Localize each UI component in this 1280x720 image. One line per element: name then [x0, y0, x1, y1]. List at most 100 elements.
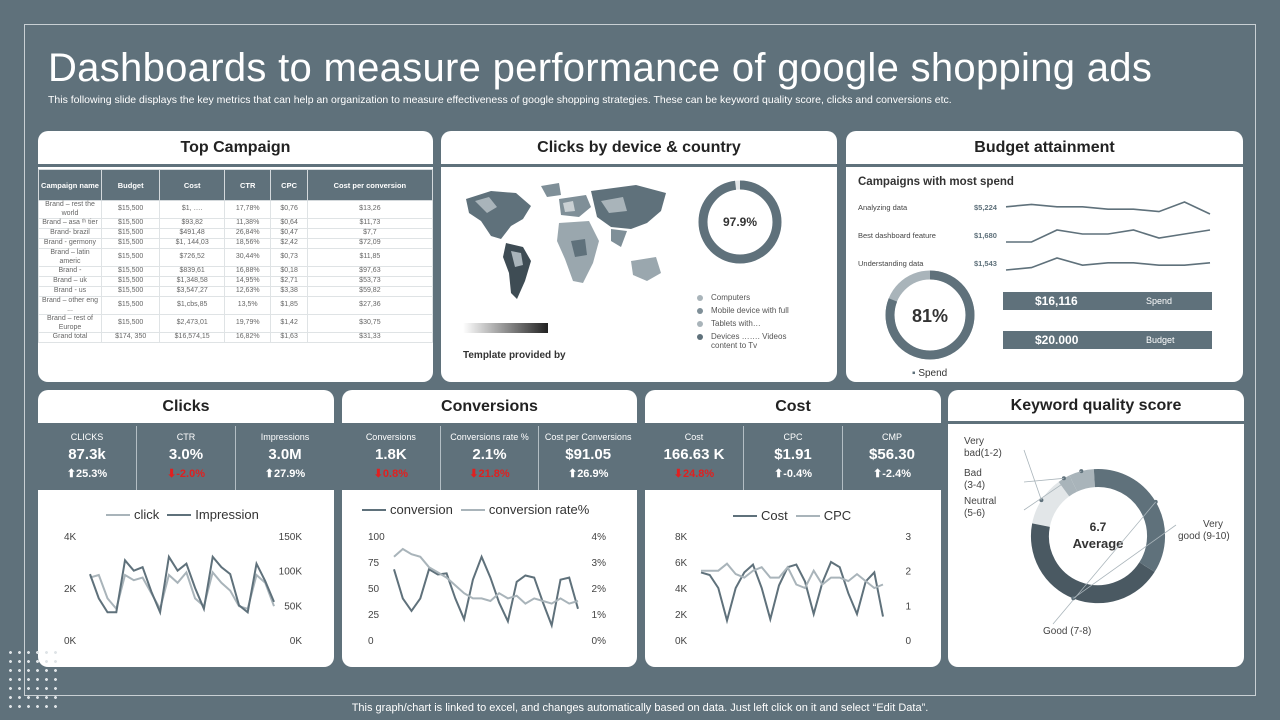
table-cell: 30,44%: [223, 248, 272, 267]
metric-delta: 27.9%: [274, 468, 306, 480]
metric-delta: 21.8%: [478, 468, 510, 480]
table-cell: Brand- brazil: [38, 228, 102, 239]
table-cell: 11,38%: [223, 218, 272, 229]
table-cell: $15,500: [100, 296, 161, 315]
table-row: Brand – other eng ... $15,500 $1,cbs,85 13,…: [38, 296, 433, 315]
spend-donut-value: 81%: [912, 306, 948, 326]
column-header: Cost: [159, 169, 225, 201]
metric-value: 2.1%: [472, 446, 507, 463]
table-cell: $1, 144,03: [159, 238, 225, 249]
device-donut: 97.9%: [698, 180, 782, 264]
metric-value: 3.0%: [168, 446, 204, 463]
keyword-label-bad-3-4: Bad (3-4): [964, 468, 985, 491]
legend-impression: Impression: [195, 507, 259, 522]
legend-cpc: CPC: [823, 508, 852, 523]
metric-delta: -2.0%: [176, 468, 205, 480]
y-left-tick: 4K: [675, 584, 688, 595]
top-campaign-heading: Top Campaign: [38, 131, 433, 167]
top-campaign-card: Top Campaign Campaign name Budget Cost CTR C…: [38, 131, 433, 382]
table-cell: 19,79%: [223, 314, 272, 333]
table-row: Brand – rest of Europe $15,500 $2,473,01 19…: [38, 314, 433, 333]
budget-item-value: $1,543: [974, 259, 997, 268]
arrow-up-icon: ⬆: [66, 468, 76, 480]
metric-label: CTR: [176, 432, 196, 442]
cost-metrics: Cost 166.63 K ⬇24.8% CPC $1.91 ⬆-0.4% CMP $56.3…: [645, 426, 941, 490]
world-map: [466, 183, 666, 299]
table-cell: $15,500: [100, 314, 161, 333]
table-cell: $2,71: [270, 276, 308, 287]
metric-delta: -0.4%: [783, 468, 812, 480]
device-donut-value: 97.9%: [723, 215, 757, 229]
table-row: Brand - germony $15,500 $1, 144,03 18,56% $2…: [38, 238, 433, 249]
cost-line-chart: 8K 6K 4K 2K 0K 3 2 1 0: [675, 532, 911, 647]
y-left-tick: 100: [368, 532, 385, 543]
y-right-tick: 4%: [592, 532, 606, 543]
column-header: CTR: [223, 169, 272, 201]
y-left-tick: 2K: [64, 584, 77, 595]
table-cell: $30,75: [306, 314, 433, 333]
legend-cost: Cost: [761, 508, 788, 523]
budget-card: Budget attainment Campaigns with most sp…: [846, 131, 1243, 382]
metric-value: $1.91: [774, 446, 812, 463]
table-cell: $11,73: [306, 218, 433, 229]
table-cell: Grand total: [38, 332, 102, 343]
metric-delta: 24.8%: [683, 468, 715, 480]
metric-cpc: CPC $1.91 ⬆-0.4%: [744, 426, 843, 490]
series-line-conversion-rate: [393, 547, 579, 605]
arrow-up-icon: ⬆: [873, 468, 883, 480]
metric-clicks: CLICKS 87.3k ⬆25.3%: [38, 426, 137, 490]
metric-value: $56.30: [869, 446, 915, 463]
table-cell: $174, 350: [100, 332, 161, 343]
budget-sparkline: [1006, 229, 1211, 243]
metric-cmp: CMP $56.30 ⬆-2.4%: [843, 426, 941, 490]
table-cell: $3,547,27: [159, 286, 225, 297]
slide-frame: [24, 24, 1256, 696]
clicks-device-card: Clicks by device & country Template prov…: [441, 131, 837, 382]
table-cell: $15,500: [100, 266, 161, 277]
y-left-tick: 2K: [675, 610, 688, 621]
table-cell: $2,473,01: [159, 314, 225, 333]
y-right-tick: 0: [905, 636, 911, 647]
clicks-line-chart: 4K 2K 0K 150K 100K 50K 0K: [64, 532, 302, 647]
page-subtitle: This following slide displays the key me…: [48, 94, 952, 106]
budget-sparkline: [1005, 201, 1211, 215]
cost-heading: Cost: [645, 390, 941, 426]
metric-conversions-rate: Conversions rate % 2.1% ⬇21.8%: [441, 426, 540, 490]
y-right-tick: 3: [905, 532, 911, 543]
clicks-metrics: CLICKS 87.3k ⬆25.3% CTR 3.0% ⬇-2.0% Impression…: [38, 426, 334, 490]
spend-label: Spend: [1146, 296, 1173, 306]
legend-swatch-impression: [167, 513, 192, 516]
legend-dot-icon: [697, 321, 703, 327]
budget-subheading: Campaigns with most spend: [858, 176, 1014, 188]
keyword-marker: [1061, 476, 1066, 481]
table-cell: $7,7: [306, 228, 433, 239]
device-legend-label: Mobile device with full: [711, 306, 789, 315]
keyword-heading: Keyword quality score: [948, 390, 1244, 424]
table-cell: Brand – rest the world: [38, 200, 102, 219]
conversions-heading: Conversions: [342, 390, 637, 426]
keyword-leader-line: [1023, 470, 1082, 511]
conversions-legend: conversion conversion rate%: [354, 502, 589, 517]
y-left-tick: 75: [368, 558, 380, 569]
keyword-label-very-good-9-10: Very good (9-10): [1178, 519, 1230, 542]
campaign-table: Campaign name Budget Cost CTR CPC Cost per co…: [38, 169, 433, 343]
table-cell: $0,47: [270, 228, 308, 239]
table-cell: $1,348,58: [159, 276, 225, 287]
table-cell: 16,82%: [223, 332, 272, 343]
metric-conversions: Conversions 1.8K ⬇0.8%: [342, 426, 441, 490]
legend-conversion-rate: conversion rate%: [488, 502, 590, 517]
device-legend-label: Computers: [711, 293, 751, 302]
table-row: Brand- brazil $15,500 $491,48 26,84% $0,47 $7…: [38, 228, 433, 239]
sparkline-path: [1005, 201, 1211, 215]
table-cell: $1,cbs,85: [159, 296, 225, 315]
y-right-tick: 0K: [290, 636, 302, 647]
table-cell: 14,95%: [223, 276, 272, 287]
table-cell: $15,500: [100, 218, 161, 229]
table-cell: $491,48: [159, 228, 225, 239]
page-title: Dashboards to measure performance of goo…: [48, 46, 1153, 90]
table-cell: $0,64: [270, 218, 308, 229]
keyword-slice-0: [1032, 481, 1070, 528]
legend-conversion: conversion: [390, 502, 453, 517]
conversions-line-chart: 100 75 50 25 0 4% 3% 2% 1% 0%: [368, 532, 606, 647]
metric-delta: 0.8%: [382, 468, 408, 480]
